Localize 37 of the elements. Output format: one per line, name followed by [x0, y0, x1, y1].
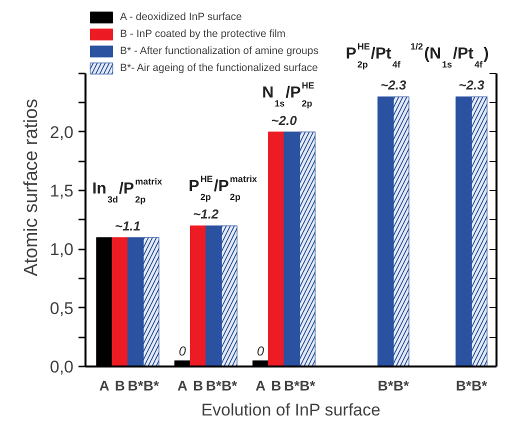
bar [190, 225, 206, 366]
x-tick-label: B* [143, 378, 160, 394]
y-tick-label: 0,0 [50, 358, 74, 376]
annotation: 0 [256, 344, 265, 359]
x-tick-label: B [271, 378, 282, 394]
legend-label: A - deoxidized InP surface [120, 10, 242, 24]
x-axis-title: Evolution of InP surface [201, 400, 380, 420]
data-label: ~2.3 [380, 78, 407, 93]
data-label: ~1.2 [193, 206, 220, 222]
bar [268, 132, 284, 366]
x-tick-label: B* [300, 378, 316, 394]
x-tick-label: B* [393, 378, 410, 394]
y-tick-label: 1,0 [50, 240, 74, 260]
y-axis-title: Atomic surface ratios [20, 98, 42, 276]
annotation: 0 [178, 344, 187, 359]
legend-label: B*- Air ageing of the functionalized surface [120, 61, 318, 75]
x-tick-label: B* [284, 378, 300, 394]
data-label: ~2.0 [271, 112, 298, 128]
x-tick-label: B* [378, 378, 394, 394]
x-tick-label: A [255, 378, 266, 394]
y-tick-label: 1,5 [50, 182, 74, 201]
x-tick-label: A [99, 378, 110, 394]
legend-label: B* - After functionalization of amine groups [120, 44, 318, 58]
x-tick-label: B* [128, 378, 144, 394]
x-tick-label: B [192, 378, 204, 394]
data-label: ~1.1 [114, 218, 141, 234]
data-label: ~2.3 [458, 78, 486, 93]
x-tick-label: B* [472, 378, 488, 394]
y-tick-label: 0,5 [50, 298, 74, 318]
x-tick-label: B* [206, 378, 222, 394]
bar [112, 237, 128, 366]
x-tick-label: B* [456, 378, 472, 394]
legend-label: B - InP coated by the protective film [120, 27, 286, 41]
y-tick-label: 2,0 [50, 122, 74, 142]
x-tick-label: B [114, 378, 125, 394]
x-tick-label: B* [221, 378, 238, 394]
x-tick-label: A [177, 378, 188, 394]
